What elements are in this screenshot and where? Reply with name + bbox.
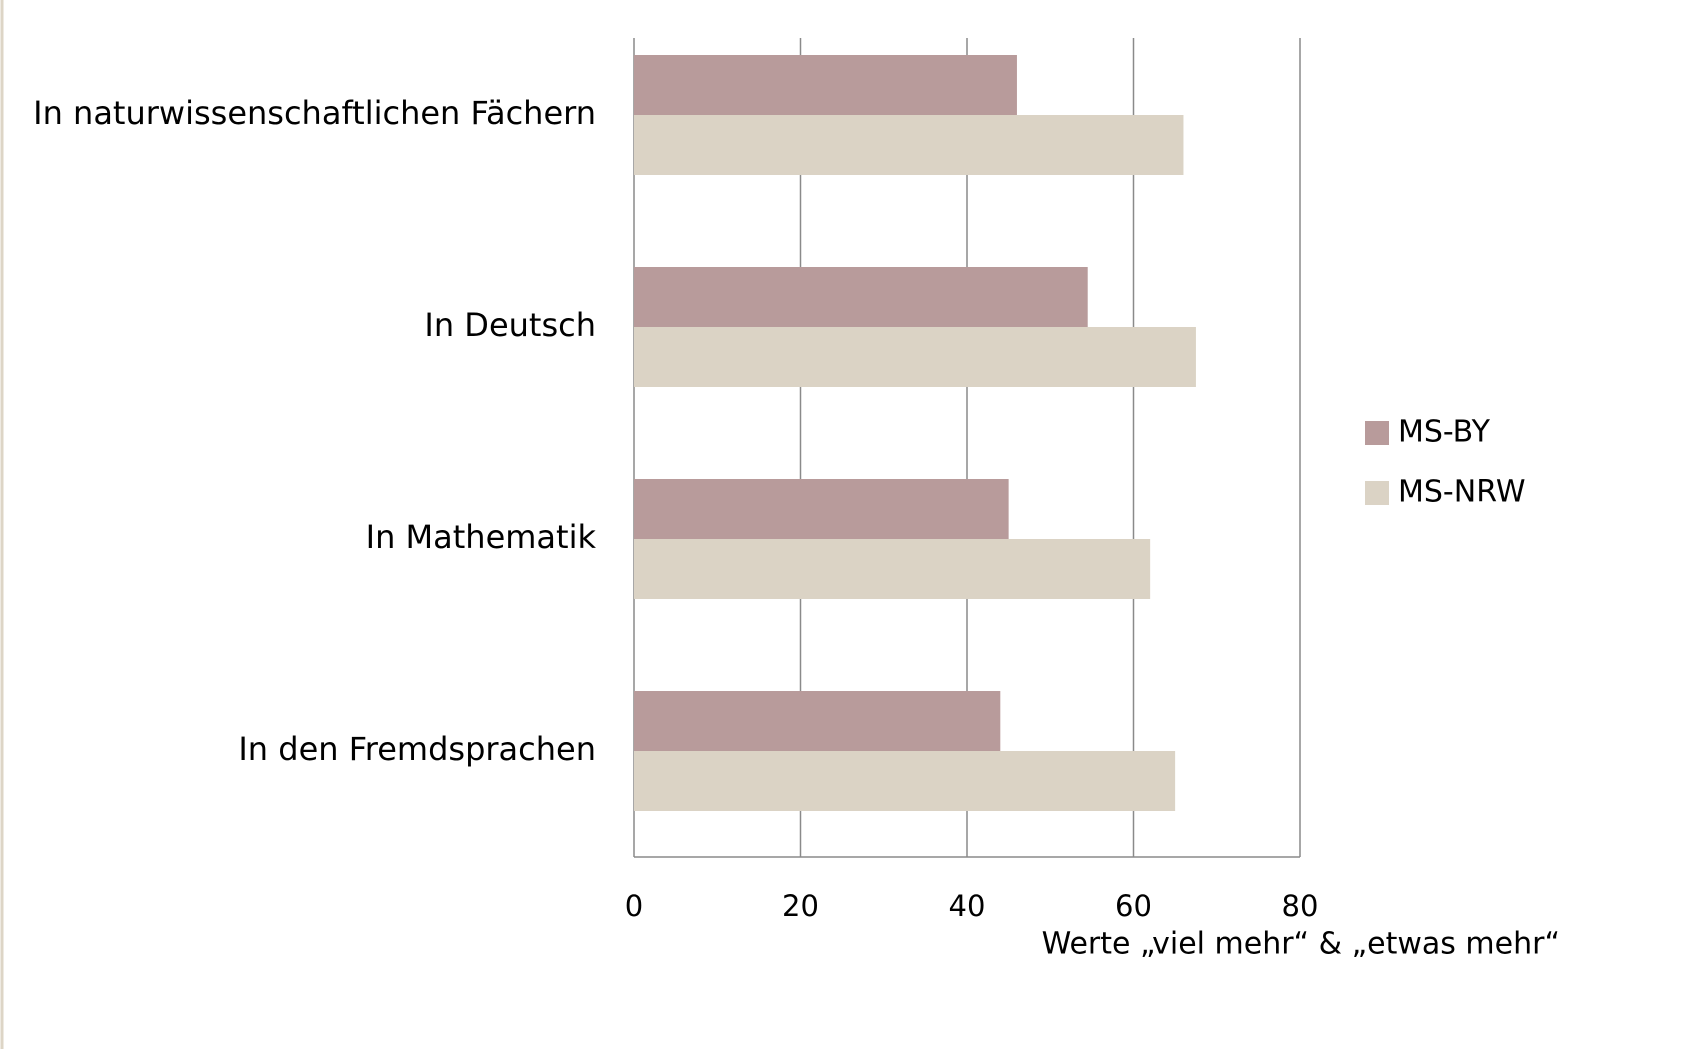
y-tick-label: In naturwissenschaftlichen Fächern	[33, 94, 596, 132]
y-tick-label: In Deutsch	[424, 306, 596, 344]
bar	[634, 691, 1001, 751]
y-tick-label: In Mathematik	[366, 518, 597, 556]
x-tick-label: 40	[949, 889, 986, 923]
legend-label: MS-BY	[1398, 415, 1491, 450]
bar	[634, 327, 1196, 387]
bar	[634, 267, 1088, 327]
y-tick-label: In den Fremdsprachen	[238, 730, 596, 768]
legend-label: MS-NRW	[1398, 475, 1526, 510]
x-tick-label: 60	[1115, 889, 1152, 923]
x-tick-label: 80	[1282, 889, 1319, 923]
x-axis-label: Werte „viel mehr“ & „etwas mehr“	[1042, 927, 1560, 962]
legend-swatch	[1365, 421, 1389, 445]
bar	[634, 539, 1151, 599]
legend-swatch	[1365, 481, 1389, 505]
bar	[634, 55, 1017, 115]
bar	[634, 479, 1009, 539]
x-tick-label: 0	[625, 889, 643, 923]
x-tick-label: 20	[782, 889, 819, 923]
bar	[634, 115, 1184, 175]
bar	[634, 751, 1176, 811]
